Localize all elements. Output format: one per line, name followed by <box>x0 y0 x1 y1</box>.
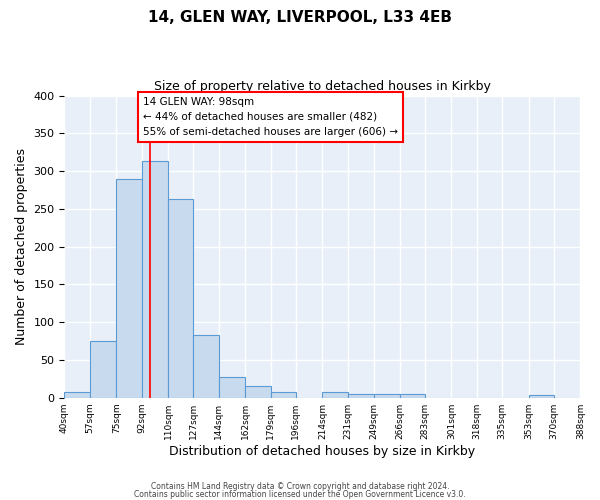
Bar <box>347 394 374 398</box>
X-axis label: Distribution of detached houses by size in Kirkby: Distribution of detached houses by size … <box>169 444 476 458</box>
Bar <box>374 394 400 398</box>
Bar <box>322 392 347 398</box>
Text: Contains HM Land Registry data © Crown copyright and database right 2024.: Contains HM Land Registry data © Crown c… <box>151 482 449 491</box>
Text: 14 GLEN WAY: 98sqm
← 44% of detached houses are smaller (482)
55% of semi-detach: 14 GLEN WAY: 98sqm ← 44% of detached hou… <box>143 97 398 136</box>
Bar <box>529 396 554 398</box>
Bar <box>116 178 142 398</box>
Text: 14, GLEN WAY, LIVERPOOL, L33 4EB: 14, GLEN WAY, LIVERPOOL, L33 4EB <box>148 10 452 25</box>
Title: Size of property relative to detached houses in Kirkby: Size of property relative to detached ho… <box>154 80 491 93</box>
Y-axis label: Number of detached properties: Number of detached properties <box>15 148 28 345</box>
Bar <box>64 392 89 398</box>
Bar <box>271 392 296 398</box>
Bar <box>193 335 218 398</box>
Text: Contains public sector information licensed under the Open Government Licence v3: Contains public sector information licen… <box>134 490 466 499</box>
Bar <box>400 394 425 398</box>
Bar <box>89 341 116 398</box>
Bar <box>168 199 193 398</box>
Bar <box>245 386 271 398</box>
Bar <box>142 162 168 398</box>
Bar <box>218 376 245 398</box>
